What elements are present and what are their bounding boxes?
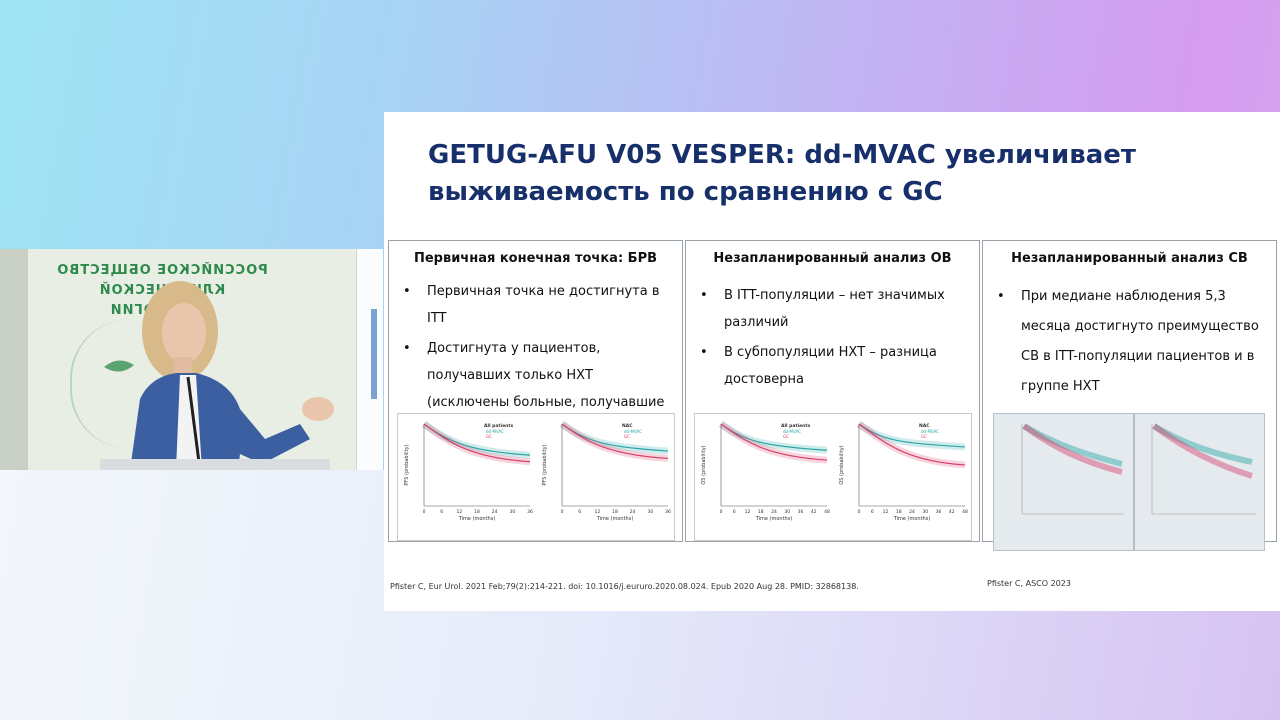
logo-arc [70,319,142,449]
tick-label: 12 [594,509,600,515]
bullet-item: Первичная точка не достигнута в ITT [397,278,674,332]
panel-heading: Первичная конечная точка: БРВ [413,251,658,266]
speaker-video: РОССИЙСКОЕ ОБЩЕСТВО КЛИНИЧЕСКОЙ ОНКОЛОГИ… [0,249,383,470]
tick-label: 30 [784,509,790,515]
bullet-item: Достигнута у пациентов, получавших тольк… [397,335,674,443]
legend-entry: GC [486,434,492,439]
speaker-figure [100,281,334,470]
tick-label: 24 [771,509,777,515]
km-chart-svg: 0 6 12 18 24 30 36 42 48 OS (probability) Time (mo… [701,421,968,522]
reference-1: Pfister C, Eur Urol. 2021 Feb;79(2):214-… [390,582,859,591]
y-axis-label: OS (probability) [701,445,707,484]
legend-entry: GC [783,434,789,439]
title-line-2: выживаемость по сравнению с GC [428,177,943,207]
km-charts-os: 0 6 12 18 24 30 36 42 48 OS (probability) Time (mo… [694,413,972,541]
tick-label: 36 [665,509,671,515]
survival-curve [858,423,966,466]
tick-label: 30 [647,509,653,515]
legend-entry: dd-MVAC [921,429,939,434]
tick-label: 36 [936,509,942,515]
tick-label: 42 [949,509,955,515]
bullet-item: В субпопуляции НХТ – разница достоверна [694,339,971,393]
panel-pfs: Первичная конечная точка: БРВ Первичная … [388,240,683,542]
bullet-item: При медиане наблюдения 5,3 месяца достиг… [991,282,1268,402]
tick-label: 6 [440,509,443,515]
tick-label: 0 [720,509,723,515]
legend-entry: dd-MVAC [783,429,801,434]
tick-label: 24 [492,509,498,515]
x-axis-label: Time (months) [596,516,634,522]
tick-label: 0 [423,509,426,515]
tick-label: 24 [630,509,636,515]
tick-label: 36 [527,509,533,515]
y-axis-label: PFS (probability) [404,444,410,485]
panel-heading: Незапланированный анализ СВ [1011,251,1248,266]
tick-label: 18 [612,509,618,515]
group-label: All patients [781,423,810,429]
km-chart-svg: 0 6 12 18 24 30 36 PFS (probability) Time (month… [404,421,671,522]
tick-label: 12 [456,509,462,515]
panel-os: Незапланированный анализ ОВ В ITT-популя… [685,240,980,542]
legend-entry: dd-MVAC [624,429,642,434]
tick-label: 36 [798,509,804,515]
tick-label: 24 [909,509,915,515]
title-line-1: GETUG-AFU V05 VESPER: dd-MVAC увеличивае… [428,140,1136,170]
group-label: All patients [484,423,513,429]
tick-label: 18 [758,509,764,515]
tick-label: 48 [824,509,830,515]
css-chart-photo [993,413,1265,551]
tick-label: 18 [474,509,480,515]
tick-label: 0 [561,509,564,515]
survival-curve [561,423,669,460]
group-label: NAC [919,423,930,429]
tick-label: 0 [858,509,861,515]
group-label: NAC [622,423,633,429]
x-axis-label: Time (months) [893,516,931,522]
tick-label: 18 [896,509,902,515]
tick-label: 30 [922,509,928,515]
side-screen [356,249,383,470]
presentation-slide: GETUG-AFU V05 VESPER: dd-MVAC увеличивае… [384,112,1280,611]
legend-entry: dd-MVAC [486,429,504,434]
tick-label: 6 [871,509,874,515]
bullet-list: Первичная точка не достигнута в ITT Дост… [397,278,674,446]
tick-label: 30 [509,509,515,515]
y-axis-label: PFS (probability) [542,444,548,485]
slide-title: GETUG-AFU V05 VESPER: dd-MVAC увеличивае… [428,137,1228,211]
tick-label: 6 [578,509,581,515]
survival-curve [423,423,531,463]
bullet-list: В ITT-популяции – нет значимых различий … [694,282,971,396]
panel-heading: Незапланированный анализ ОВ [713,251,952,266]
reference-2: Pfister C, ASCO 2023 [987,579,1071,588]
css-chart-photo-svg [994,414,1264,550]
x-axis-label: Time (months) [458,516,496,522]
survival-curve [720,423,828,461]
bullet-list: При медиане наблюдения 5,3 месяца достиг… [991,282,1268,405]
legend-entry: GC [624,434,630,439]
bullet-item: В ITT-популяции – нет значимых различий [694,282,971,336]
tick-label: 6 [733,509,736,515]
tick-label: 12 [883,509,889,515]
y-axis-label: OS (probability) [839,445,845,484]
tick-label: 48 [962,509,968,515]
km-charts-pfs: 0 6 12 18 24 30 36 PFS (probability) Time (month… [397,413,675,541]
tick-label: 12 [745,509,751,515]
x-axis-label: Time (months) [755,516,793,522]
legend-entry: GC [921,434,927,439]
tick-label: 42 [811,509,817,515]
panel-css: Незапланированный анализ СВ При медиане … [982,240,1277,551]
wall-shadow [0,249,28,470]
